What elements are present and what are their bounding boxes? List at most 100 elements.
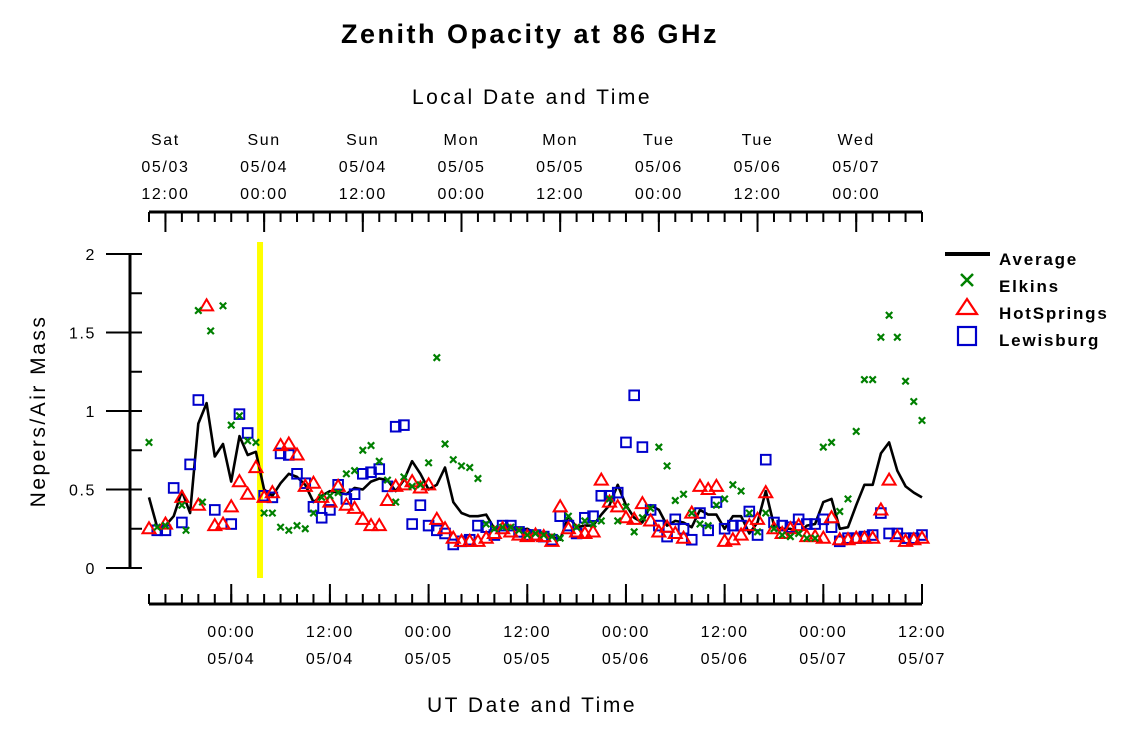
plot-layer: Sat 05/03 12:00 Sun 05/04 00:00 Sun 05/04 12:00 M… — [69, 132, 1107, 668]
data-point-elkins — [432, 353, 441, 362]
bottom-tick-label: 00:00 — [207, 624, 255, 641]
top-tick-label: 05/04 — [339, 159, 387, 176]
data-point-lewisburg — [595, 489, 608, 502]
data-point-elkins — [416, 480, 425, 489]
data-point-elkins — [145, 438, 153, 447]
data-point-elkins — [695, 520, 704, 529]
data-point-hotsprings — [346, 499, 363, 514]
data-point-lewisburg — [398, 419, 410, 431]
top-tick-label: 00:00 — [635, 186, 683, 203]
data-point-hotsprings — [321, 493, 339, 508]
data-point-hotsprings — [568, 523, 585, 538]
data-point-elkins — [580, 516, 589, 525]
data-point-hotsprings — [214, 515, 232, 530]
data-point-elkins — [408, 482, 417, 491]
data-point-elkins — [802, 534, 811, 543]
data-point-lewisburg — [759, 453, 772, 466]
data-point-elkins — [383, 476, 392, 485]
data-point-elkins — [811, 534, 820, 543]
bottom-tick-label: 05/05 — [503, 651, 551, 668]
legend-swatch-hotsprings — [954, 297, 980, 316]
data-point-elkins — [638, 513, 647, 522]
y-tick-label: 0.5 — [69, 483, 96, 500]
top-tick-label: Tue — [742, 132, 774, 149]
data-point-hotsprings — [428, 510, 446, 525]
data-point-hotsprings — [354, 510, 372, 525]
data-point-elkins — [704, 521, 713, 530]
top-tick-label: 05/06 — [635, 159, 683, 176]
data-point-elkins — [182, 526, 190, 535]
data-point-lewisburg — [620, 436, 632, 449]
data-point-hotsprings — [831, 531, 849, 546]
data-point-elkins — [852, 427, 861, 436]
data-point-hotsprings — [658, 518, 676, 533]
data-point-lewisburg — [365, 466, 377, 479]
data-point-elkins — [539, 531, 548, 540]
top-tick-label: Sun — [346, 132, 379, 149]
y-axis-title: Nepers/Air Mass — [27, 315, 50, 508]
data-point-lewisburg — [167, 482, 180, 494]
data-point-hotsprings — [461, 532, 478, 547]
data-point-lewisburg — [743, 505, 756, 518]
data-point-hotsprings — [872, 501, 890, 516]
data-point-lewisburg — [883, 527, 895, 540]
data-point-hotsprings — [823, 509, 840, 524]
data-point-lewisburg — [151, 524, 164, 537]
data-point-elkins — [350, 466, 359, 475]
data-point-elkins — [778, 531, 787, 540]
data-point-elkins — [391, 498, 400, 507]
data-point-elkins — [835, 507, 844, 516]
data-point-lewisburg — [554, 510, 566, 522]
data-point-lewisburg — [636, 441, 649, 453]
top-tick-label: 05/07 — [832, 159, 880, 176]
top-tick-label: 12:00 — [734, 186, 782, 203]
data-point-elkins — [597, 516, 606, 525]
data-point-elkins — [227, 421, 236, 430]
bottom-tick-label: 05/06 — [602, 651, 650, 668]
data-point-elkins — [235, 411, 244, 420]
top-tick-label: 05/04 — [240, 159, 288, 176]
data-point-hotsprings — [198, 297, 215, 312]
bottom-tick-label: 12:00 — [898, 624, 946, 641]
data-point-lewisburg — [669, 513, 682, 526]
data-point-lewisburg — [611, 486, 624, 499]
data-point-hotsprings — [560, 520, 577, 535]
data-point-elkins — [194, 306, 203, 315]
data-point-elkins — [728, 480, 737, 489]
data-point-hotsprings — [913, 529, 931, 544]
data-point-lewisburg — [357, 468, 369, 480]
data-point-elkins — [901, 377, 910, 386]
data-point-lewisburg — [447, 538, 460, 551]
data-point-elkins — [687, 509, 696, 518]
data-point-elkins — [893, 333, 902, 342]
data-point-lewisburg — [184, 458, 196, 471]
data-point-elkins — [819, 443, 828, 452]
data-point-elkins — [515, 526, 524, 535]
data-point-hotsprings — [757, 484, 775, 499]
bottom-tick-label: 12:00 — [503, 624, 551, 641]
data-point-lewisburg — [505, 519, 517, 532]
data-point-elkins — [367, 441, 376, 450]
data-point-elkins — [482, 520, 491, 529]
data-point-elkins — [720, 494, 729, 503]
data-point-hotsprings — [847, 529, 865, 544]
data-point-elkins — [473, 474, 482, 483]
top-tick-label: 00:00 — [832, 186, 880, 203]
data-point-lewisburg — [414, 499, 427, 511]
data-point-elkins — [334, 488, 343, 497]
data-point-elkins — [325, 491, 334, 500]
top-tick-label: Sun — [247, 132, 280, 149]
top-tick-label: 05/03 — [141, 159, 189, 176]
data-point-hotsprings — [584, 523, 602, 538]
legend-label-elkins: Elkins — [999, 277, 1060, 296]
data-point-hotsprings — [683, 504, 700, 519]
bottom-tick-label: 05/05 — [405, 651, 453, 668]
data-point-lewisburg — [751, 529, 764, 541]
data-point-hotsprings — [502, 523, 520, 538]
data-point-hotsprings — [543, 532, 561, 547]
data-point-elkins — [441, 439, 450, 448]
data-point-hotsprings — [691, 477, 709, 492]
data-point-hotsprings — [329, 477, 347, 492]
y-tick-label: 1.5 — [69, 326, 96, 343]
